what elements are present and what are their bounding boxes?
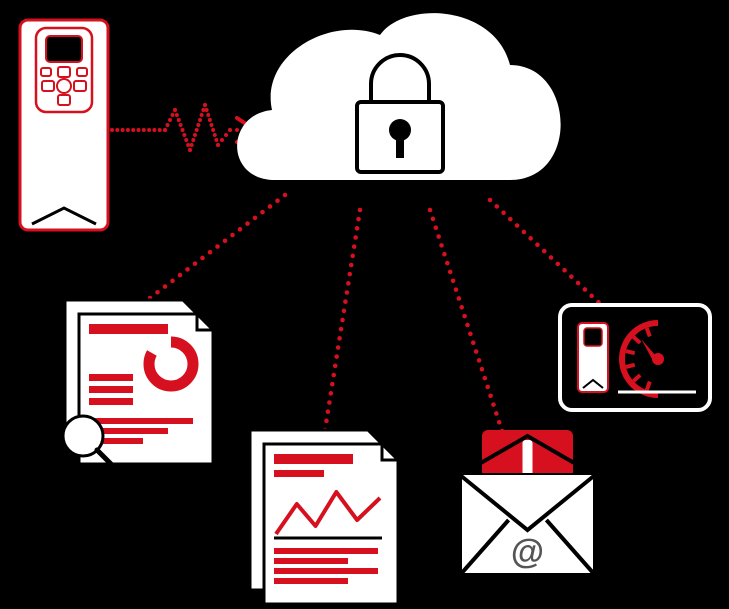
diagram-svg: @ [0, 0, 729, 609]
device-screen-icon [46, 36, 82, 62]
dashboard-panel [560, 305, 710, 410]
reports-docs [63, 300, 213, 466]
diagram-stage: @ [0, 0, 729, 609]
remote-device [20, 20, 108, 230]
chart-docs [250, 430, 398, 604]
at-sign-icon: @ [511, 533, 544, 571]
